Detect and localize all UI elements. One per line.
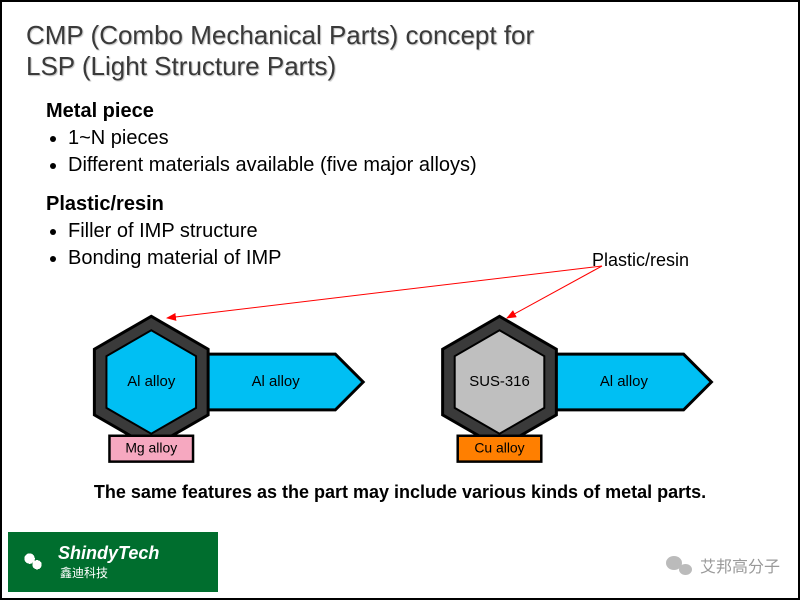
footer-note: The same features as the part may includ… — [2, 482, 798, 503]
logo-mark-icon — [16, 545, 50, 579]
svg-text:Mg alloy: Mg alloy — [125, 439, 177, 455]
bullet-item: 1~N pieces — [68, 125, 754, 152]
title-line-1: CMP (Combo Mechanical Parts) concept for — [26, 20, 534, 50]
section-1-bullets: 1~N pieces Different materials available… — [68, 125, 754, 179]
logo-shindytech: ShindyTech 鑫迪科技 — [8, 532, 218, 592]
logo-name: ShindyTech — [58, 543, 159, 564]
slide-title: CMP (Combo Mechanical Parts) concept for… — [2, 2, 798, 88]
wechat-icon — [666, 552, 692, 578]
title-line-2: LSP (Light Structure Parts) — [26, 51, 336, 81]
annotation-label: Plastic/resin — [592, 250, 689, 271]
section-1-head: Metal piece — [46, 100, 754, 123]
watermark-right: 艾邦高分子 — [666, 552, 780, 578]
svg-text:Al alloy: Al alloy — [600, 373, 649, 390]
svg-text:Al alloy: Al alloy — [127, 373, 176, 390]
section-2-head: Plastic/resin — [46, 193, 754, 216]
diagram-svg: Al alloy Al alloy Mg alloy Al alloy SUS-316 C… — [2, 302, 798, 472]
svg-text:Cu alloy: Cu alloy — [474, 439, 524, 455]
svg-text:SUS-316: SUS-316 — [469, 373, 529, 390]
watermark-text: 艾邦高分子 — [700, 553, 780, 577]
svg-text:Al alloy: Al alloy — [252, 373, 301, 390]
content-body: Metal piece 1~N pieces Different materia… — [2, 88, 798, 272]
diagram: Al alloy Al alloy Mg alloy Al alloy SUS-316 C… — [2, 302, 798, 472]
bullet-item: Different materials available (five majo… — [68, 152, 754, 179]
bullet-item: Filler of IMP structure — [68, 218, 754, 245]
logo-sub: 鑫迪科技 — [60, 564, 159, 581]
